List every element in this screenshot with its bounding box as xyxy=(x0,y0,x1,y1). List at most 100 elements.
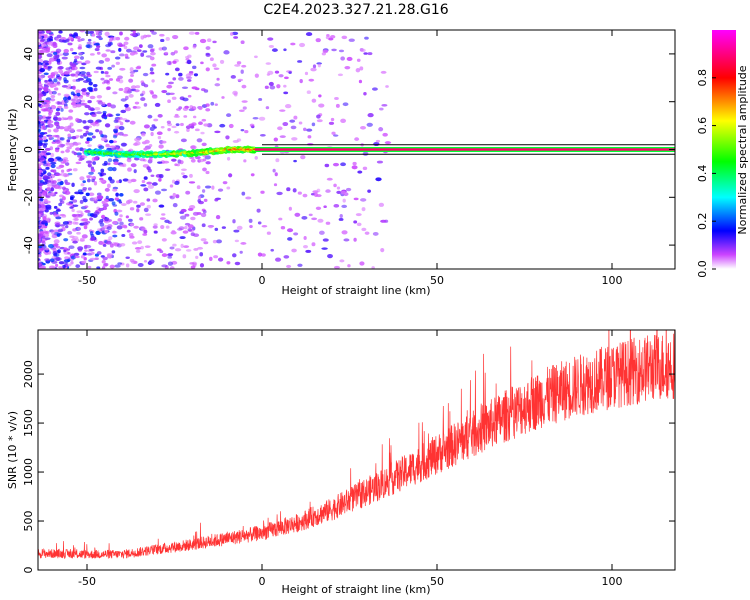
colorbar: 0.0 0.2 0.4 0.6 0.8 Normalized spectral ampl… xyxy=(696,30,749,278)
spectrogram-noise-cell xyxy=(87,86,93,91)
spectrogram-noise-cell xyxy=(98,220,103,224)
spectrogram-noise-cell xyxy=(225,135,230,140)
spectrogram-noise-cell xyxy=(75,70,80,75)
spectrogram-noise-cell xyxy=(96,51,101,55)
spectrogram-noise-cell xyxy=(67,133,71,138)
spectrogram-noise-cell xyxy=(259,133,266,137)
spectrogram-noise-cell xyxy=(214,198,219,202)
spectrogram-noise-cell xyxy=(166,84,173,89)
spectrogram-noise-cell xyxy=(89,30,95,34)
spectrogram-noise-cell xyxy=(181,86,189,89)
spectrogram-noise-cell xyxy=(257,252,263,257)
spectrogram-noise-cell xyxy=(141,179,146,184)
spectrogram-noise-cell xyxy=(286,228,294,233)
spectrogram-noise-cell xyxy=(72,199,78,203)
snr-y-ticks: 0 500 1000 1500 2000 xyxy=(22,360,675,574)
spectrogram-noise-cell xyxy=(202,167,207,172)
spectrogram-noise-cell xyxy=(140,35,145,40)
spectrogram-noise-cell xyxy=(126,48,132,53)
spectrogram-noise-cell xyxy=(50,152,55,158)
spectrogram-noise-cell xyxy=(93,70,99,74)
spectrogram-noise-cell xyxy=(38,223,43,227)
spectrogram-noise-cell xyxy=(129,67,134,72)
spectrogram-noise-cell xyxy=(270,248,274,252)
spectrogram-noise-cell xyxy=(209,57,214,62)
spectrogram-noise-cell xyxy=(298,121,303,125)
spectrogram-noise-cell xyxy=(114,197,120,201)
colorbar-label: Normalized spectral amplitude xyxy=(736,65,749,234)
spectrogram-noise-cell xyxy=(179,215,187,220)
spectrogram-noise-cell xyxy=(46,53,53,58)
spectrogram-noise-cell xyxy=(41,220,48,224)
spectrogram-noise-cell xyxy=(318,103,325,108)
spectrogram-y-tick-label: -20 xyxy=(22,188,35,206)
spectrogram-noise-cell xyxy=(341,204,348,208)
spectrogram-noise-cell xyxy=(181,172,185,175)
spectrogram-x-tick-label: 50 xyxy=(430,274,444,287)
spectrogram-noise-cell xyxy=(56,233,61,237)
spectrogram-noise-cell xyxy=(275,158,280,163)
spectrogram-noise-cell xyxy=(205,103,210,107)
spectrogram-noise-cell xyxy=(129,207,135,211)
spectrogram-y-ticks: -40 -20 0 20 40 xyxy=(22,47,675,254)
spectrogram-noise-cell xyxy=(384,141,392,145)
spectrogram-noise-cell xyxy=(347,264,351,268)
spectrogram-noise-cell xyxy=(302,245,308,249)
spectrogram-noise-cell xyxy=(81,218,89,222)
spectrogram-noise-cell xyxy=(161,213,166,216)
spectrogram-noise-cell xyxy=(310,67,317,72)
spectrogram-noise-cell xyxy=(72,79,78,82)
spectrogram-noise-cell xyxy=(109,243,114,248)
spectrogram-noise-cell xyxy=(130,163,137,168)
spectrogram-noise-cell xyxy=(136,49,142,52)
spectrogram-noise-cell xyxy=(120,98,127,102)
spectrogram-noise-cell xyxy=(38,172,42,176)
spectrogram-noise-cell xyxy=(54,263,59,268)
spectrogram-noise-cell xyxy=(290,42,296,46)
spectrogram-noise-cell xyxy=(72,218,79,221)
spectrogram-noise-cell xyxy=(288,71,292,74)
spectrogram-noise-cell xyxy=(273,137,279,142)
spectrogram-noise-cell xyxy=(125,256,130,259)
spectrogram-noise-cell xyxy=(167,128,171,132)
spectrogram-noise-cell xyxy=(76,152,82,156)
spectrogram-noise-cell xyxy=(116,225,123,230)
spectrogram-noise-cell xyxy=(95,230,101,235)
spectrogram-noise-cell xyxy=(248,218,253,223)
spectrogram-noise-cell xyxy=(74,143,79,146)
spectrogram-noise-cell xyxy=(334,97,339,101)
spectrogram-noise-cell xyxy=(126,229,131,233)
spectrogram-noise-cell xyxy=(87,212,92,217)
spectrogram-noise-cell xyxy=(234,261,241,266)
spectrogram-noise-cell xyxy=(219,123,226,128)
spectrogram-noise-cell xyxy=(38,253,42,258)
spectrogram-noise-cell xyxy=(39,46,45,50)
spectrogram-noise-cell xyxy=(105,195,109,200)
spectrogram-noise-cell xyxy=(61,186,66,190)
spectrogram-noise-cell xyxy=(205,161,211,165)
spectrogram-noise-cell xyxy=(91,33,96,37)
spectrogram-noise-cell xyxy=(121,233,126,237)
spectrogram-noise-cell xyxy=(38,116,43,121)
spectrogram-noise-cell xyxy=(39,132,46,136)
spectrogram-noise-cell xyxy=(136,204,141,208)
spectrogram-noise-cell xyxy=(43,47,50,51)
spectrogram-noise-cell xyxy=(148,143,153,148)
spectrogram-noise-cell xyxy=(190,265,196,269)
spectrogram-noise-cell xyxy=(106,86,111,91)
spectrogram-noise-cell xyxy=(212,239,217,244)
spectrogram-noise-cell xyxy=(153,223,158,227)
spectrogram-noise-cell xyxy=(129,71,136,74)
spectrogram-noise-cell xyxy=(184,213,190,217)
spectrogram-noise-cell xyxy=(69,206,74,209)
spectrogram-noise-cell xyxy=(186,128,190,133)
spectrogram-noise-cell xyxy=(360,125,366,130)
spectrogram-noise-cell xyxy=(85,140,90,144)
spectrogram-noise-cell xyxy=(47,157,55,163)
spectrogram-noise-cell xyxy=(297,60,303,63)
spectrogram-noise-cell xyxy=(183,115,188,118)
spectrogram-noise-cell xyxy=(150,174,155,177)
spectrogram-noise-cell xyxy=(165,37,170,41)
spectrogram-noise-cell xyxy=(69,142,75,147)
